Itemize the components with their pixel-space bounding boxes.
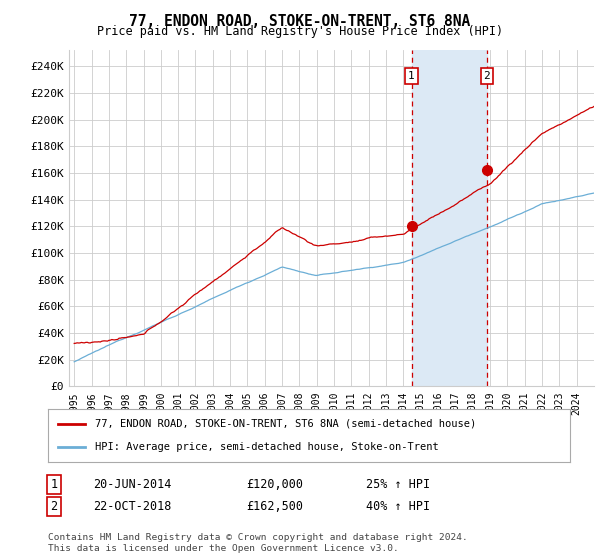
Text: 77, ENDON ROAD, STOKE-ON-TRENT, ST6 8NA (semi-detached house): 77, ENDON ROAD, STOKE-ON-TRENT, ST6 8NA … [95, 419, 476, 429]
Text: 77, ENDON ROAD, STOKE-ON-TRENT, ST6 8NA: 77, ENDON ROAD, STOKE-ON-TRENT, ST6 8NA [130, 14, 470, 29]
Text: 1: 1 [50, 478, 58, 491]
Bar [412, 50, 487, 386]
Text: HPI: Average price, semi-detached house, Stoke-on-Trent: HPI: Average price, semi-detached house,… [95, 442, 439, 452]
Text: Contains HM Land Registry data © Crown copyright and database right 2024.
This d: Contains HM Land Registry data © Crown c… [48, 533, 468, 553]
Text: 40% ↑ HPI: 40% ↑ HPI [366, 500, 430, 514]
Text: £120,000: £120,000 [246, 478, 303, 491]
Text: 20-JUN-2014: 20-JUN-2014 [93, 478, 172, 491]
Text: £162,500: £162,500 [246, 500, 303, 514]
Text: 1: 1 [408, 71, 415, 81]
Text: Price paid vs. HM Land Registry's House Price Index (HPI): Price paid vs. HM Land Registry's House … [97, 25, 503, 38]
Text: 25% ↑ HPI: 25% ↑ HPI [366, 478, 430, 491]
Text: 2: 2 [50, 500, 58, 514]
Text: 22-OCT-2018: 22-OCT-2018 [93, 500, 172, 514]
Text: 2: 2 [484, 71, 490, 81]
